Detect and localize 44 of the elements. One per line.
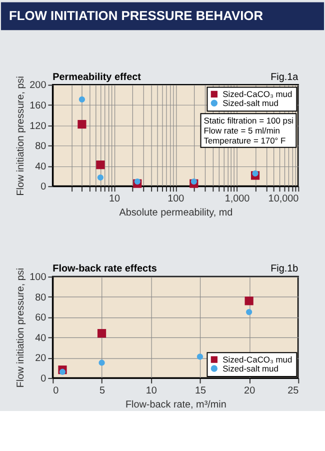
y-axis-title: Flow initiation pressure, psi <box>16 76 27 196</box>
chart-subtitle: Flow-back rate effects <box>52 264 158 275</box>
point <box>97 329 106 338</box>
y-tick-label: 100 <box>30 272 47 284</box>
annotation: Flow rate = 5 ml/min <box>204 125 280 136</box>
x-tick-label: 0 <box>53 385 60 396</box>
x-tick-label: 15 <box>194 385 206 396</box>
y-tick-label: 60 <box>35 312 47 324</box>
point <box>59 368 66 375</box>
y-tick-label: 40 <box>35 161 47 172</box>
x-tick-label: 5 <box>100 385 106 396</box>
x-tick-label: 20 <box>244 385 256 396</box>
x-tick-label: 25 <box>288 385 300 396</box>
chart-subtitle: Permeability effect <box>52 72 142 83</box>
y-tick-label: 200 <box>30 80 47 92</box>
y-tick-label: 20 <box>35 353 47 364</box>
y-tick-label: 80 <box>35 292 47 304</box>
legend-label: Sized-CaCO₃ mud <box>222 354 292 365</box>
y-axis-title: Flow initiation pressure, psi <box>16 268 27 388</box>
y-tick-label: 160 <box>30 100 47 112</box>
y-tick-label: 0 <box>40 373 47 384</box>
legend-label: Sized-salt mud <box>222 363 279 374</box>
legend-label: Sized-salt mud <box>222 98 279 108</box>
legend-label: Sized-CaCO₃ mud <box>222 89 292 100</box>
point <box>196 354 204 360</box>
x-tick-label: 10 <box>109 194 121 205</box>
y-tick-label: 120 <box>30 120 47 132</box>
annotation: Static filtration = 100 psi <box>204 116 294 126</box>
point <box>98 360 105 366</box>
y-tick-label: 40 <box>35 332 47 344</box>
x-tick-label: 10 <box>146 385 158 396</box>
y-tick-label: 80 <box>35 141 47 152</box>
x-tick-label: 1,000 <box>224 194 250 205</box>
caption: Fig.1b <box>270 264 299 275</box>
x-axis-title: Absolute permeability, md <box>119 207 233 218</box>
annotation: Temperature = 170° F <box>204 135 286 146</box>
x-tick-label: 100 <box>168 194 185 205</box>
point <box>244 296 254 306</box>
x-tick-label: 10,000 <box>268 194 300 205</box>
point <box>246 308 252 316</box>
x-axis-title: Flow-back rate, m³/min <box>125 399 226 410</box>
y-tick-label: 0 <box>40 182 47 193</box>
chart-title: FLOW INITIATION PRESSURE BEHAVIOR <box>8 8 264 24</box>
caption: Fig.1a <box>270 72 299 83</box>
